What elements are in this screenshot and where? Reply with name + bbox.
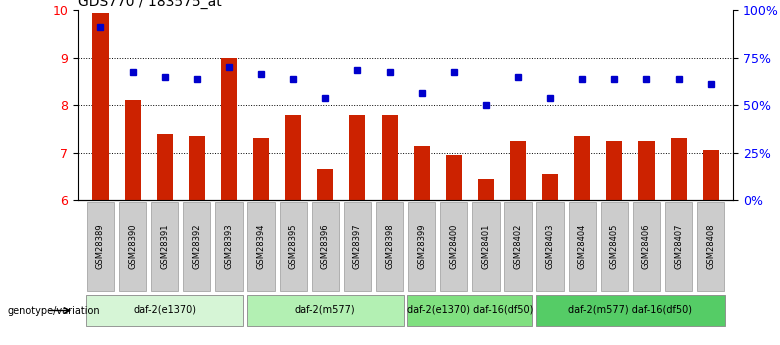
- Text: GSM28399: GSM28399: [417, 224, 426, 269]
- Bar: [93, 13, 108, 200]
- Text: daf-2(e1370): daf-2(e1370): [133, 305, 197, 315]
- Text: GSM28403: GSM28403: [546, 224, 555, 269]
- Bar: [285, 115, 301, 200]
- FancyBboxPatch shape: [279, 202, 307, 292]
- FancyBboxPatch shape: [633, 202, 660, 292]
- FancyBboxPatch shape: [183, 202, 211, 292]
- Text: GSM28406: GSM28406: [642, 224, 651, 269]
- Text: GSM28392: GSM28392: [193, 224, 201, 269]
- Bar: [253, 138, 269, 200]
- Bar: [606, 141, 622, 200]
- FancyBboxPatch shape: [312, 202, 339, 292]
- Text: GSM28391: GSM28391: [160, 224, 169, 269]
- Text: GSM28390: GSM28390: [128, 224, 137, 269]
- FancyBboxPatch shape: [537, 202, 564, 292]
- Text: daf-2(m577): daf-2(m577): [295, 305, 356, 315]
- FancyBboxPatch shape: [407, 295, 533, 326]
- Text: GSM28404: GSM28404: [578, 224, 587, 269]
- Text: daf-2(m577) daf-16(df50): daf-2(m577) daf-16(df50): [569, 305, 693, 315]
- Text: GSM28400: GSM28400: [449, 224, 459, 269]
- FancyBboxPatch shape: [376, 202, 403, 292]
- Text: daf-2(e1370) daf-16(df50): daf-2(e1370) daf-16(df50): [406, 305, 533, 315]
- Text: GSM28394: GSM28394: [257, 224, 265, 269]
- Text: GSM28402: GSM28402: [513, 224, 523, 269]
- Bar: [317, 169, 333, 200]
- Bar: [703, 150, 718, 200]
- FancyBboxPatch shape: [472, 202, 499, 292]
- FancyBboxPatch shape: [665, 202, 693, 292]
- Bar: [125, 100, 140, 200]
- Text: GSM28401: GSM28401: [481, 224, 491, 269]
- Bar: [189, 136, 205, 200]
- FancyBboxPatch shape: [246, 295, 404, 326]
- Text: GSM28407: GSM28407: [674, 224, 683, 269]
- Text: GSM28408: GSM28408: [706, 224, 715, 269]
- Bar: [445, 155, 462, 200]
- Bar: [574, 136, 590, 200]
- FancyBboxPatch shape: [697, 202, 725, 292]
- Bar: [413, 146, 430, 200]
- Text: GDS770 / 183575_at: GDS770 / 183575_at: [78, 0, 222, 9]
- Text: GSM28397: GSM28397: [353, 224, 362, 269]
- Text: GSM28396: GSM28396: [321, 224, 330, 269]
- Text: GSM28393: GSM28393: [225, 224, 233, 269]
- FancyBboxPatch shape: [151, 202, 179, 292]
- Bar: [639, 141, 654, 200]
- Text: GSM28405: GSM28405: [610, 224, 619, 269]
- Text: GSM28389: GSM28389: [96, 224, 105, 269]
- Bar: [542, 174, 558, 200]
- FancyBboxPatch shape: [536, 295, 725, 326]
- Text: genotype/variation: genotype/variation: [8, 306, 101, 315]
- FancyBboxPatch shape: [119, 202, 147, 292]
- FancyBboxPatch shape: [247, 202, 275, 292]
- Bar: [510, 141, 526, 200]
- Bar: [221, 58, 237, 200]
- FancyBboxPatch shape: [344, 202, 371, 292]
- Text: GSM28395: GSM28395: [289, 224, 298, 269]
- Text: GSM28398: GSM28398: [385, 224, 394, 269]
- Bar: [349, 115, 366, 200]
- FancyBboxPatch shape: [86, 295, 243, 326]
- Bar: [478, 179, 494, 200]
- FancyBboxPatch shape: [87, 202, 114, 292]
- FancyBboxPatch shape: [408, 202, 435, 292]
- Bar: [157, 134, 172, 200]
- FancyBboxPatch shape: [601, 202, 628, 292]
- FancyBboxPatch shape: [505, 202, 532, 292]
- Bar: [381, 115, 398, 200]
- Bar: [671, 138, 686, 200]
- FancyBboxPatch shape: [215, 202, 243, 292]
- FancyBboxPatch shape: [569, 202, 596, 292]
- FancyBboxPatch shape: [440, 202, 467, 292]
